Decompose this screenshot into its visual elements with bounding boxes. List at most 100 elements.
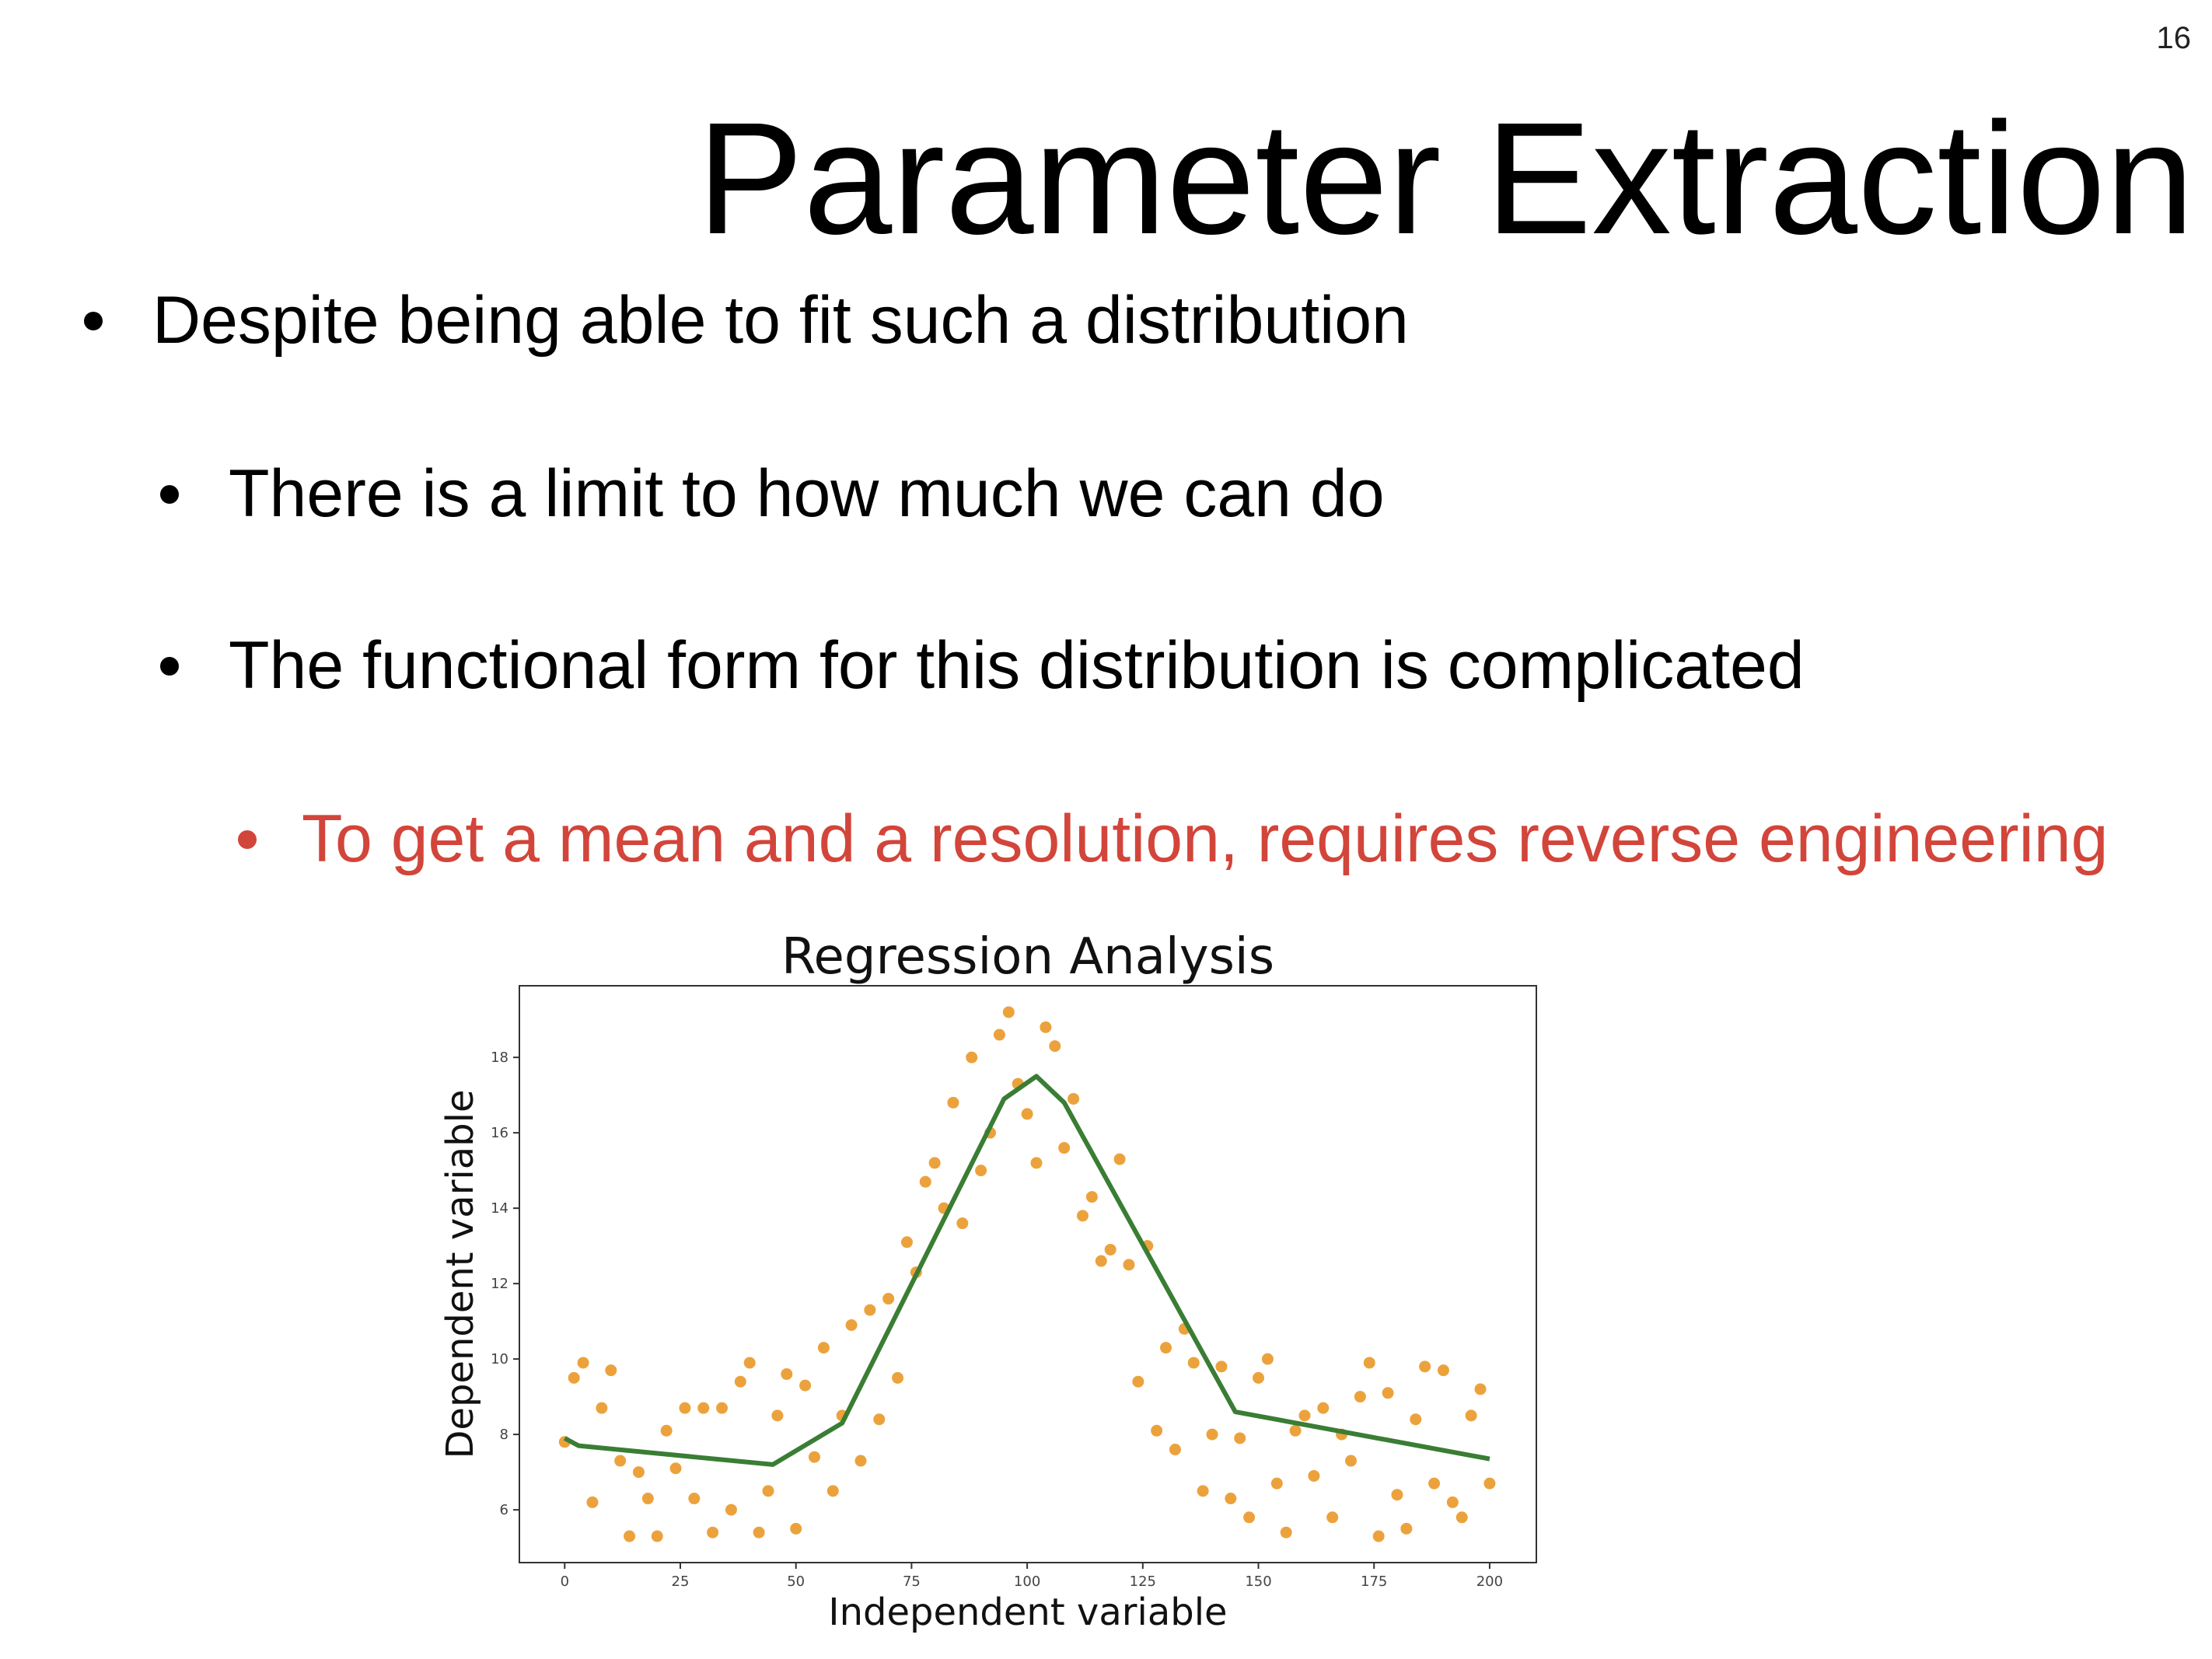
plot-frame <box>519 985 1537 1563</box>
bullet-dot <box>160 485 179 504</box>
data-point <box>928 1157 941 1169</box>
data-point <box>632 1466 645 1479</box>
data-point <box>1076 1210 1089 1222</box>
data-point <box>1270 1477 1283 1490</box>
data-point <box>882 1293 895 1305</box>
y-tick-label: 18 <box>491 1050 508 1066</box>
data-point <box>790 1522 802 1535</box>
data-point <box>1169 1444 1181 1456</box>
data-point <box>586 1496 599 1508</box>
data-point <box>1474 1383 1487 1395</box>
data-point <box>725 1504 737 1516</box>
data-point <box>753 1526 765 1539</box>
data-point <box>688 1493 701 1505</box>
data-point <box>919 1175 931 1188</box>
data-point <box>1215 1360 1228 1373</box>
data-point <box>1058 1142 1071 1154</box>
data-point <box>1410 1413 1422 1426</box>
data-point <box>1308 1469 1320 1482</box>
data-point <box>1187 1357 1200 1369</box>
bullet-text: Despite being able to fit such a distrib… <box>152 283 1409 358</box>
bullet-text: There is a limit to how much we can do <box>229 456 1385 531</box>
x-tick-label: 25 <box>672 1573 690 1590</box>
data-point <box>1085 1191 1098 1203</box>
x-tick-label: 75 <box>903 1573 921 1590</box>
data-point <box>1289 1424 1302 1437</box>
data-point <box>1317 1402 1330 1414</box>
x-tick-label: 125 <box>1130 1573 1156 1590</box>
data-point <box>1040 1021 1052 1033</box>
data-point <box>1344 1455 1357 1467</box>
y-tick-label: 16 <box>491 1125 508 1141</box>
data-point <box>568 1371 580 1384</box>
data-point <box>1400 1522 1413 1535</box>
data-point <box>1298 1409 1311 1422</box>
data-point <box>947 1096 959 1109</box>
data-point <box>1419 1360 1431 1373</box>
data-point <box>624 1530 636 1542</box>
data-point <box>854 1455 867 1467</box>
data-point <box>1113 1153 1126 1165</box>
data-point <box>771 1409 784 1422</box>
data-point <box>743 1357 756 1369</box>
y-tick-label: 10 <box>491 1351 508 1367</box>
x-axis-label: Independent variable <box>828 1591 1227 1634</box>
data-point <box>845 1318 858 1331</box>
page-number: 16 <box>2157 21 2192 55</box>
data-point <box>817 1342 830 1354</box>
data-point <box>892 1371 904 1384</box>
data-point <box>641 1493 654 1505</box>
data-point <box>605 1364 617 1377</box>
data-point <box>1326 1511 1339 1524</box>
data-point <box>1428 1477 1441 1490</box>
data-point <box>1465 1409 1477 1422</box>
data-point <box>1002 1006 1015 1018</box>
data-point <box>1243 1511 1256 1524</box>
data-point <box>1095 1255 1107 1267</box>
y-tick-label: 8 <box>500 1427 508 1443</box>
data-point <box>1391 1489 1403 1501</box>
y-tick-label: 12 <box>491 1276 508 1292</box>
y-axis-label: Dependent variable <box>439 1089 482 1458</box>
x-tick-label: 175 <box>1361 1573 1387 1590</box>
data-point <box>1455 1511 1468 1524</box>
x-tick-label: 150 <box>1245 1573 1271 1590</box>
bullet-text: To get a mean and a resolution, requires… <box>302 802 2108 876</box>
y-tick-label: 6 <box>500 1502 508 1518</box>
data-point <box>651 1530 663 1542</box>
data-point <box>799 1379 812 1392</box>
data-point <box>1225 1493 1237 1505</box>
x-tick-label: 200 <box>1476 1573 1503 1590</box>
data-point <box>596 1402 608 1414</box>
data-point <box>1483 1477 1496 1490</box>
data-point <box>707 1526 719 1539</box>
data-point <box>577 1357 589 1369</box>
data-point <box>1123 1259 1135 1271</box>
data-point <box>1382 1387 1394 1399</box>
data-point <box>1160 1342 1172 1354</box>
data-point <box>1049 1040 1061 1053</box>
bullet-list: Despite being able to fit such a distrib… <box>84 283 2108 876</box>
data-point <box>614 1455 627 1467</box>
chart: Regression Analysis 0 25 50 75 100 125 150 175 20… <box>439 928 1537 1634</box>
data-point <box>716 1402 729 1414</box>
data-point <box>956 1217 969 1230</box>
x-tick-label: 100 <box>1014 1573 1040 1590</box>
data-point <box>734 1375 746 1388</box>
data-point <box>873 1413 886 1426</box>
y-tick-label: 14 <box>491 1200 508 1217</box>
data-point <box>762 1485 774 1497</box>
fit-line <box>563 1074 1490 1467</box>
data-point <box>1354 1391 1366 1403</box>
data-point <box>1372 1530 1385 1542</box>
bullet-text: The functional form for this distributio… <box>229 628 1805 703</box>
data-point <box>1030 1157 1043 1169</box>
data-point <box>1253 1371 1265 1384</box>
data-point <box>679 1402 691 1414</box>
data-point <box>900 1236 913 1249</box>
data-point <box>993 1029 1005 1041</box>
data-point <box>1437 1364 1449 1377</box>
x-tick-label: 0 <box>561 1573 569 1590</box>
chart-title: Regression Analysis <box>781 928 1274 986</box>
